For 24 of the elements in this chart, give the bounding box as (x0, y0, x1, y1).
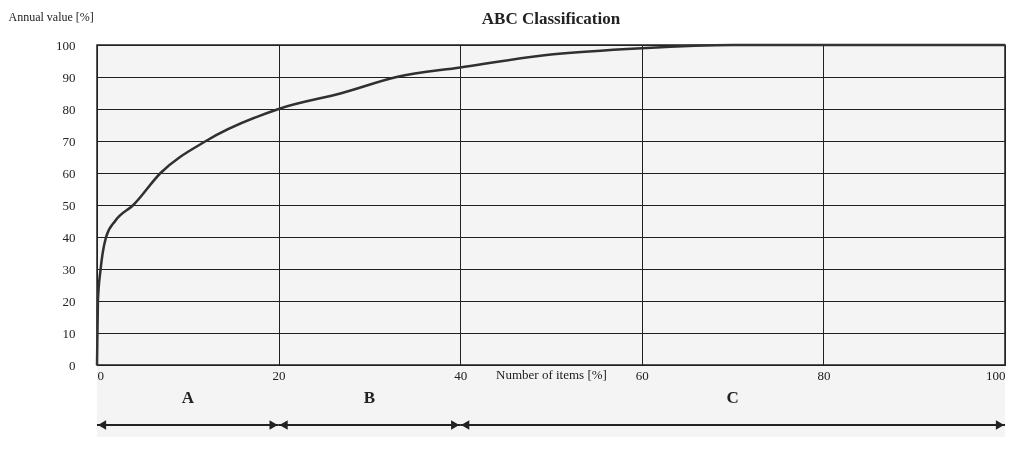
x-tick-label: 80 (817, 367, 831, 383)
y-tick-label: 70 (62, 133, 76, 149)
x-axis-title: Number of items [%] (496, 366, 607, 382)
x-tick-label: 100 (986, 367, 1006, 383)
y-tick-label: 20 (62, 293, 76, 309)
band-label: C (726, 388, 739, 407)
y-tick-label: 40 (62, 229, 76, 245)
x-tick-label: 0 (97, 367, 104, 383)
y-axis-title: Annual value [%] (8, 9, 94, 24)
x-tick-label: 20 (272, 367, 286, 383)
y-tick-label: 50 (62, 197, 76, 213)
band-label: B (363, 388, 376, 407)
chart-title: ABC Classification (481, 9, 621, 28)
y-tick-label: 100 (56, 37, 76, 53)
y-tick-label: 90 (62, 69, 76, 85)
y-tick-label: 30 (62, 261, 76, 277)
line-series (95, 43, 1007, 367)
y-tick-label: 60 (62, 165, 76, 181)
x-tick-label: 40 (454, 367, 468, 383)
band-label: A (181, 388, 195, 407)
y-tick-label: 10 (62, 325, 76, 341)
y-tick-label: 0 (69, 357, 76, 373)
x-tick-label: 60 (635, 367, 649, 383)
y-tick-label: 80 (62, 101, 76, 117)
